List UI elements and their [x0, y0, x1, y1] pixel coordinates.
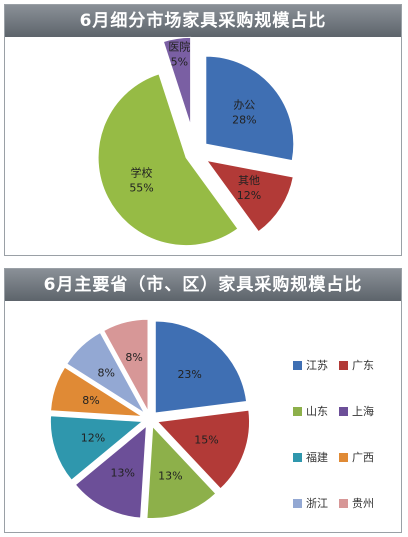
legend-label-3: 上海	[352, 405, 374, 418]
legend-label-0: 江苏	[306, 359, 328, 372]
chart-title-province: 6月主要省（市、区）家具采购规模占比	[5, 269, 401, 301]
slice-label-1-6: 8%	[97, 366, 114, 379]
legend-item-5: 广西	[339, 449, 374, 465]
chart-panel-segment: 6月细分市场家具采购规模占比 办公 28% 其他 12% 学校 55% 医院 5%	[4, 4, 402, 256]
pie-chart-segment: 办公 28% 其他 12% 学校 55% 医院 5%	[97, 36, 295, 247]
slice-label-1-7: 8%	[125, 351, 142, 364]
legend-item-0: 江苏	[293, 357, 328, 373]
legend-item-7: 贵州	[339, 495, 374, 511]
legend-swatch-0	[293, 361, 302, 370]
pie-slice-0-2	[97, 73, 239, 247]
legend-swatch-3	[339, 407, 348, 416]
slice-label-1-4: 12%	[81, 432, 105, 445]
slice-label-1-5: 8%	[82, 394, 99, 407]
pie-slice-1-0	[154, 320, 248, 414]
legend-label-7: 贵州	[352, 497, 374, 510]
pie-slice-1-6	[66, 331, 145, 414]
legend-label-2: 山东	[306, 405, 328, 418]
pie-slice-0-3	[162, 36, 192, 126]
pie-slice-1-7	[103, 318, 149, 412]
pie-slice-1-2	[146, 425, 217, 520]
slice-label-0-1: 其他 12%	[237, 174, 261, 202]
legend-item-3: 上海	[339, 403, 374, 419]
legend-swatch-7	[339, 499, 348, 508]
slice-label-1-2: 13%	[158, 469, 182, 482]
pie-slice-0-1	[205, 159, 294, 233]
slice-label-1-0: 23%	[177, 368, 201, 381]
legend-swatch-6	[293, 499, 302, 508]
slice-label-0-2: 学校 55%	[129, 166, 153, 195]
legend-swatch-5	[339, 453, 348, 462]
legend-item-4: 福建	[293, 449, 328, 465]
chart-panel-province: 6月主要省（市、区）家具采购规模占比 23% 15% 13% 13% 12% 8% 8% 8%…	[4, 268, 402, 533]
slice-label-1-1: 15%	[194, 433, 218, 446]
slice-label-1-3: 13%	[111, 466, 135, 479]
pie-slice-1-1	[156, 409, 250, 490]
pie-slice-1-5	[50, 366, 143, 418]
pie-chart-province: 23% 15% 13% 13% 12% 8% 8% 8%	[49, 318, 250, 520]
pie-slice-0-0	[205, 55, 295, 162]
legend-label-1: 广东	[352, 359, 374, 372]
legend-item-6: 浙江	[293, 495, 328, 511]
pie-slice-1-4	[49, 415, 144, 481]
pie-slice-1-3	[74, 425, 147, 519]
legend-label-5: 广西	[352, 451, 374, 464]
slice-label-0-3: 医院 5%	[168, 40, 190, 69]
legend-item-1: 广东	[339, 357, 374, 373]
legend-swatch-1	[339, 361, 348, 370]
legend-item-2: 山东	[293, 403, 328, 419]
legend-swatch-2	[293, 407, 302, 416]
legend-label-4: 福建	[306, 451, 328, 464]
slice-label-0-0: 办公 28%	[232, 99, 256, 127]
chart-title-segment: 6月细分市场家具采购规模占比	[5, 5, 401, 37]
legend-label-6: 浙江	[306, 497, 328, 510]
legend-swatch-4	[293, 453, 302, 462]
